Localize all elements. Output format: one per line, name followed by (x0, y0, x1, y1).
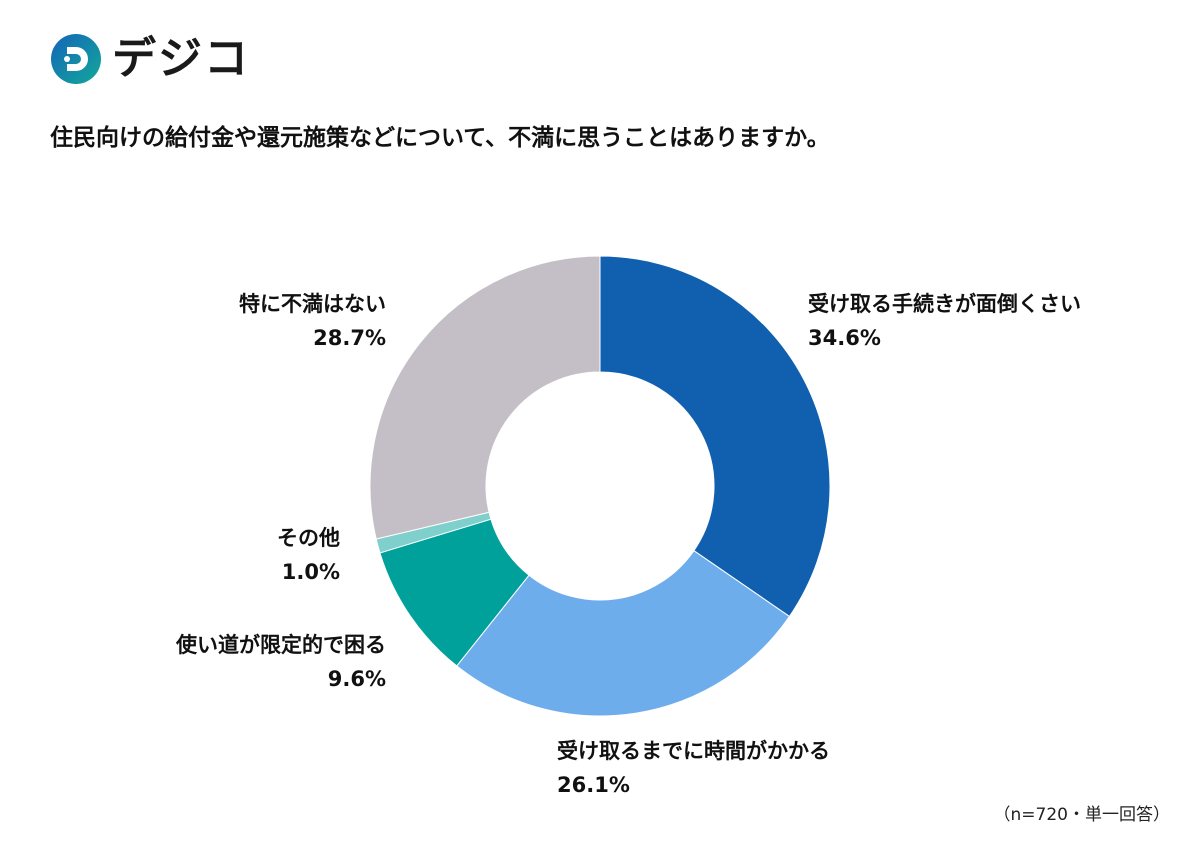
label-procedure: 受け取る手続きが面倒くさい 34.6% (808, 292, 1081, 350)
brand-logo: デジコ (50, 33, 250, 85)
label-limited-use: 使い道が限定的で困る 9.6% (176, 633, 386, 691)
brand-name: デジコ (112, 33, 250, 84)
donut-segment (369, 255, 601, 540)
donut-segment (599, 255, 831, 618)
label-time: 受け取るまでに時間がかかる 26.1% (557, 739, 830, 797)
label-other: その他 1.0% (277, 526, 340, 584)
sample-note: （n=720・単一回答） (993, 805, 1170, 825)
d-logo-icon (51, 34, 101, 84)
donut-segment (456, 549, 791, 717)
chart-title: 住民向けの給付金や還元施策などについて、不満に思うことはありますか。 (50, 125, 830, 151)
label-no-complaint: 特に不満はない 28.7% (239, 292, 386, 350)
